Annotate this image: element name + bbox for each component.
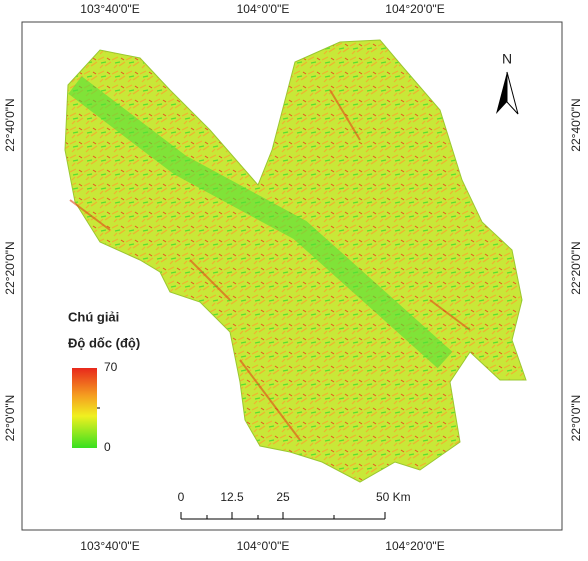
legend-title: Chú giải [68,309,119,324]
coord-label: 103°40'0"E [80,539,139,553]
coord-label: 22°0'0"N [569,395,583,442]
coord-label: 104°20'0"E [385,539,444,553]
coord-label: 22°40'0"N [3,98,17,151]
valley-band [68,76,453,369]
region [64,39,527,483]
north-arrow [506,71,519,115]
north-label: N [502,51,512,67]
scale-label: 50 Km [376,490,411,504]
coord-label: 22°20'0"N [569,241,583,294]
legend-ramp [72,368,97,448]
coord-label: 104°0'0"E [237,2,290,16]
coord-label: 103°40'0"E [80,2,139,16]
coord-label: 22°0'0"N [3,395,17,442]
scale-label: 12.5 [220,490,244,504]
map-frame [21,21,563,531]
legend-subtitle: Độ dốc (độ) [68,335,140,350]
coord-label: 104°20'0"E [385,2,444,16]
steep-areas [69,89,471,441]
north-arrow [496,72,507,114]
scale-label: 0 [178,490,185,504]
coord-label: 22°40'0"N [569,98,583,151]
legend-max: 70 [104,360,118,374]
legend-min: 0 [104,440,111,454]
scale-bar [180,512,386,520]
scale-label: 25 [276,490,290,504]
coord-label: 104°0'0"E [237,539,290,553]
coord-label: 22°20'0"N [3,241,17,294]
